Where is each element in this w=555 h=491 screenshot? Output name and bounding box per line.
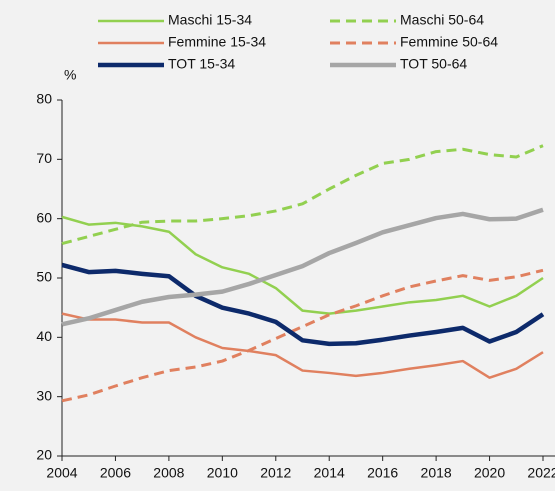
y-axis-label: % bbox=[64, 67, 76, 83]
y-tick-label: 60 bbox=[36, 209, 52, 225]
series-line bbox=[61, 268, 544, 403]
y-tick-label: 80 bbox=[36, 91, 52, 107]
x-tick-label: 2018 bbox=[421, 465, 452, 481]
x-tick-label: 2012 bbox=[260, 465, 291, 481]
y-tick-label: 50 bbox=[36, 269, 52, 285]
x-tick-label: 2014 bbox=[314, 465, 345, 481]
x-tick-label: 2022 bbox=[527, 465, 555, 481]
legend-label: Femmine 15-34 bbox=[168, 34, 266, 50]
x-tick-label: 2020 bbox=[474, 465, 505, 481]
x-tick-label: 2008 bbox=[153, 465, 184, 481]
series-line bbox=[61, 144, 544, 246]
y-tick-label: 20 bbox=[36, 447, 52, 463]
legend-label: TOT 50-64 bbox=[400, 56, 467, 72]
series-line bbox=[61, 312, 544, 379]
series-line bbox=[61, 215, 544, 315]
y-tick-label: 40 bbox=[36, 328, 52, 344]
legend-label: Femmine 50-64 bbox=[400, 34, 498, 50]
series-line bbox=[61, 262, 545, 347]
legend-label: Maschi 50-64 bbox=[400, 12, 484, 28]
legend-label: Maschi 15-34 bbox=[168, 12, 252, 28]
legend-label: TOT 15-34 bbox=[168, 56, 235, 72]
x-tick-label: 2016 bbox=[367, 465, 398, 481]
x-tick-label: 2006 bbox=[100, 465, 131, 481]
x-tick-label: 2010 bbox=[207, 465, 238, 481]
y-tick-label: 70 bbox=[36, 150, 52, 166]
x-tick-label: 2004 bbox=[46, 465, 77, 481]
series-line bbox=[61, 207, 544, 327]
y-tick-label: 30 bbox=[36, 387, 52, 403]
